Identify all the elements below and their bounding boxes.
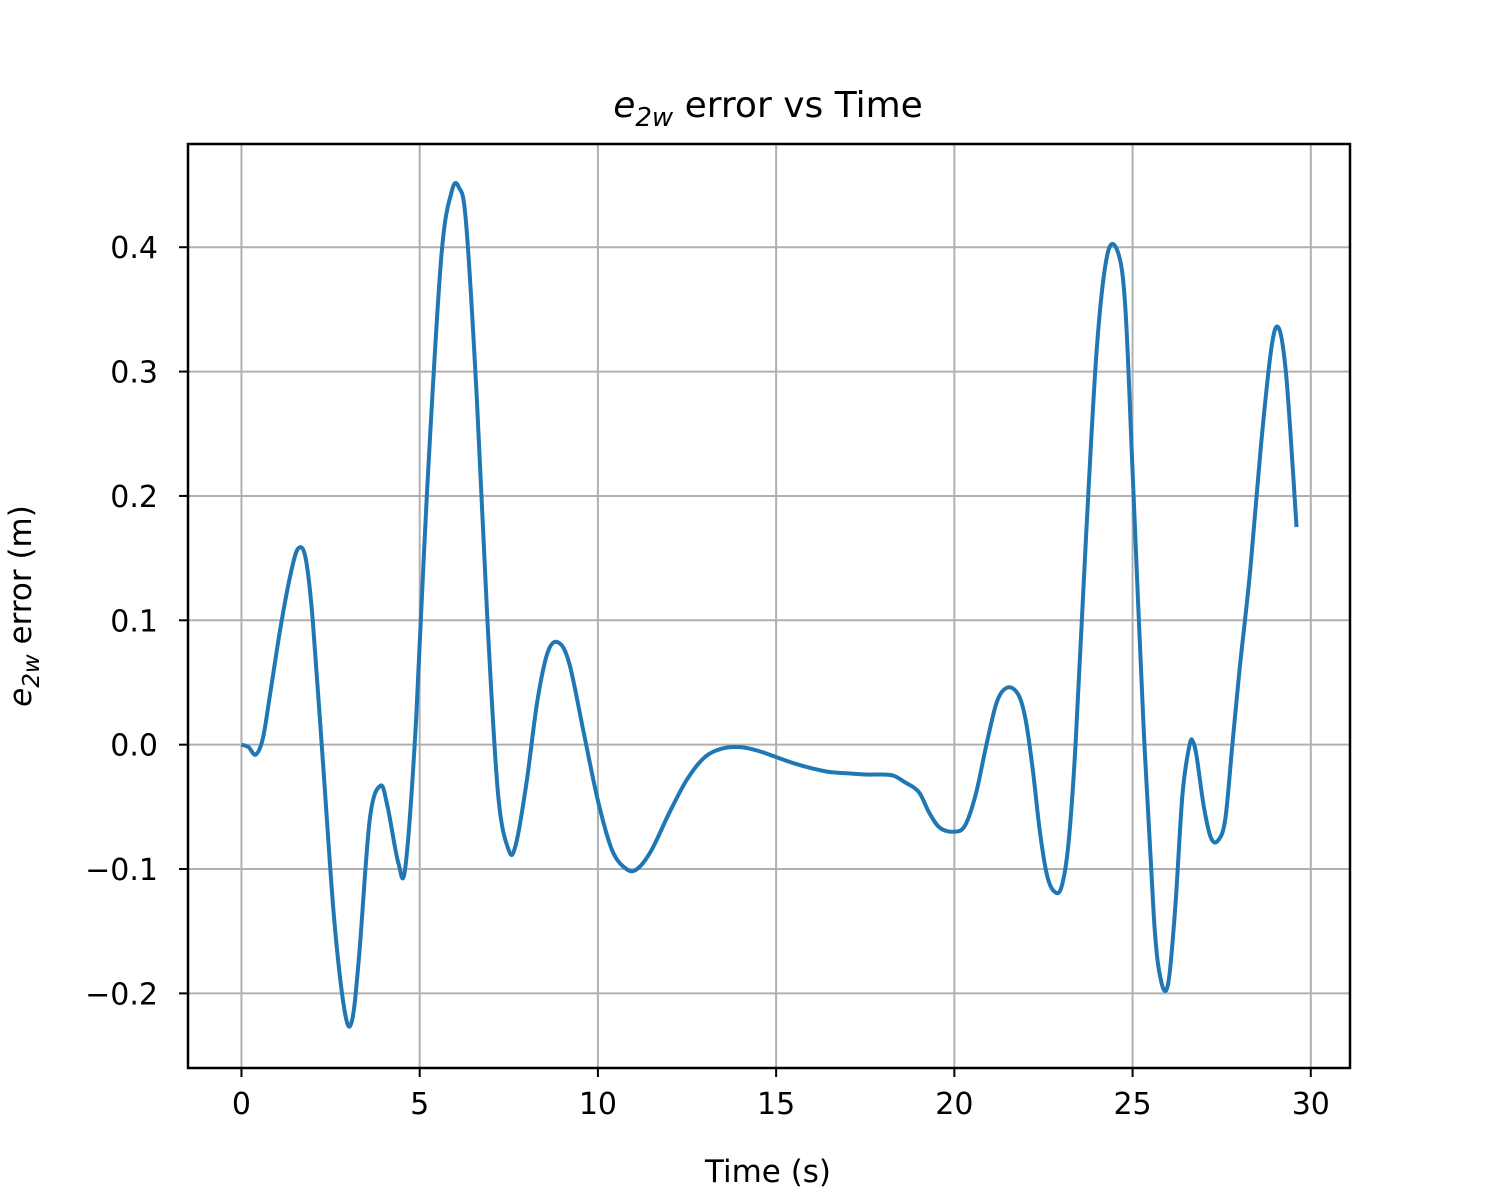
y-tick-label: 0.2 bbox=[110, 480, 158, 515]
x-tick-label: 15 bbox=[757, 1087, 795, 1122]
y-tick-label: 0.0 bbox=[110, 729, 158, 764]
y-axis-label-subscript: 2w bbox=[19, 654, 45, 688]
title-symbol: e bbox=[613, 85, 635, 126]
title-subscript: 2w bbox=[635, 103, 674, 133]
y-tick-label: 0.1 bbox=[110, 604, 158, 639]
plot-frame bbox=[186, 142, 1352, 1070]
series-line-e2w-error bbox=[240, 180, 1299, 1029]
x-tick-label: 30 bbox=[1292, 1087, 1330, 1122]
x-tick-label: 10 bbox=[579, 1087, 617, 1122]
y-tick-label: −0.2 bbox=[85, 977, 158, 1012]
x-axis-label: Time (s) bbox=[704, 1154, 831, 1190]
x-tick-label: 25 bbox=[1113, 1087, 1151, 1122]
grid bbox=[188, 144, 1350, 1068]
series-layer bbox=[240, 180, 1299, 1029]
y-axis-label: e2w error (m) bbox=[3, 505, 45, 707]
x-tick-label: 5 bbox=[410, 1087, 429, 1122]
y-tick-label: −0.1 bbox=[85, 853, 158, 888]
y-axis-ticks: −0.2 −0.1 0.0 0.1 0.2 0.3 0.4 bbox=[85, 231, 188, 1012]
x-tick-label: 0 bbox=[232, 1087, 251, 1122]
y-tick-label: 0.4 bbox=[110, 231, 158, 266]
y-tick-label: 0.3 bbox=[110, 356, 158, 391]
y-axis-label-text: error (m) bbox=[3, 505, 39, 654]
title-text: error vs Time bbox=[673, 85, 923, 126]
x-axis-ticks: 0 5 10 15 20 25 30 bbox=[232, 1068, 1330, 1122]
y-axis-label-symbol: e bbox=[3, 688, 39, 707]
x-tick-label: 20 bbox=[935, 1087, 973, 1122]
chart-title: e2w error vs Time bbox=[613, 85, 923, 133]
